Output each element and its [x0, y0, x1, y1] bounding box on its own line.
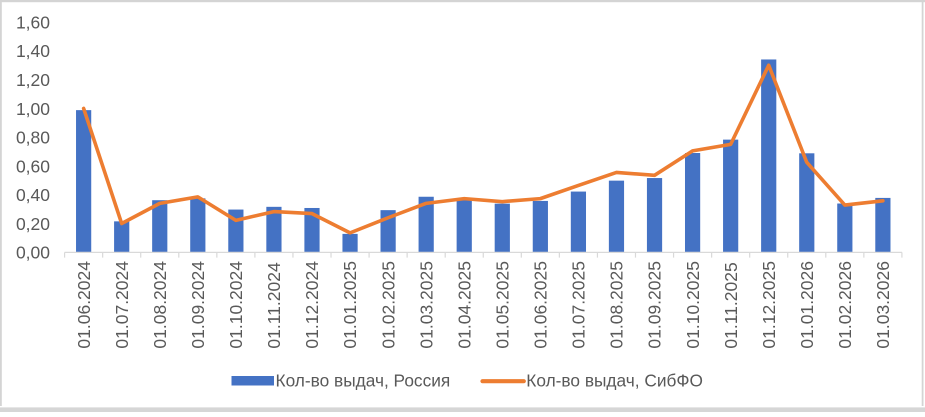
svg-text:1,00: 1,00	[16, 99, 50, 119]
svg-text:01.07.2025: 01.07.2025	[569, 261, 589, 349]
svg-text:01.02.2025: 01.02.2025	[378, 261, 398, 349]
svg-text:01.09.2025: 01.09.2025	[645, 261, 665, 349]
svg-text:01.03.2026: 01.03.2026	[873, 261, 893, 349]
svg-text:01.02.2026: 01.02.2026	[835, 261, 855, 349]
svg-text:01.04.2025: 01.04.2025	[454, 261, 474, 349]
svg-text:1,60: 1,60	[16, 13, 50, 33]
svg-text:1,20: 1,20	[16, 70, 50, 90]
svg-text:01.10.2025: 01.10.2025	[683, 261, 703, 349]
svg-text:0,00: 0,00	[16, 243, 50, 263]
svg-text:01.01.2025: 01.01.2025	[340, 261, 360, 349]
svg-text:Кол-во выдач, СибФО: Кол-во выдач, СибФО	[526, 370, 703, 390]
svg-text:01.12.2025: 01.12.2025	[759, 261, 779, 349]
svg-text:01.03.2025: 01.03.2025	[416, 261, 436, 349]
svg-text:01.05.2025: 01.05.2025	[492, 261, 512, 349]
svg-text:01.10.2024: 01.10.2024	[226, 261, 246, 349]
svg-text:0,20: 0,20	[16, 214, 50, 234]
svg-text:01.06.2024: 01.06.2024	[74, 261, 94, 349]
svg-text:0,40: 0,40	[16, 185, 50, 205]
svg-text:0,60: 0,60	[16, 156, 50, 176]
svg-text:01.09.2024: 01.09.2024	[188, 261, 208, 349]
svg-text:01.12.2024: 01.12.2024	[302, 261, 322, 349]
svg-text:01.01.2026: 01.01.2026	[797, 261, 817, 349]
svg-text:01.07.2024: 01.07.2024	[112, 261, 132, 349]
svg-text:01.06.2025: 01.06.2025	[531, 261, 551, 349]
svg-text:01.11.2025: 01.11.2025	[721, 262, 741, 348]
svg-text:01.08.2024: 01.08.2024	[150, 261, 170, 349]
svg-text:01.08.2025: 01.08.2025	[607, 261, 627, 349]
svg-text:1,40: 1,40	[16, 41, 50, 61]
svg-text:Кол-во выдач, Россия: Кол-во выдач, Россия	[276, 370, 451, 390]
svg-text:0,80: 0,80	[16, 128, 50, 148]
svg-text:01.11.2024: 01.11.2024	[264, 262, 284, 349]
